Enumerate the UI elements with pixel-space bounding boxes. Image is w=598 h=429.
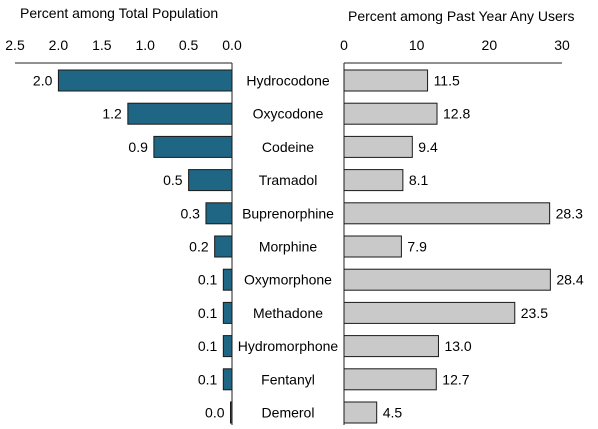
left-tick-label: 1.5 [92,37,112,53]
left-bar [222,301,233,324]
left-value-label: 0.1 [198,305,218,321]
left-value-label: 0.2 [189,239,209,255]
category-label: Oxycodone [253,106,324,122]
right-tick-label: 10 [409,37,425,53]
left-bar [153,135,233,158]
left-bar [127,102,233,125]
right-bar [343,335,439,358]
right-value-label: 11.5 [434,73,460,89]
left-value-label: 0.0 [205,405,225,421]
right-bar [343,135,413,158]
right-value-label: 12.8 [443,106,470,122]
right-bars: 11.5 12.8 9.4 8.1 28.3 7.9 28.4 23.5 13.0 12.7 4.5 [343,69,584,424]
left-bar [57,69,233,92]
category-label: Methadone [253,305,323,321]
left-bar [205,202,233,225]
left-bars: 2.0 1.2 0.9 0.5 0.3 0.2 0.1 0.1 0.1 0.1 0.0 [33,69,233,424]
right-bar [343,268,551,291]
right-tick-label: 20 [482,37,498,53]
category-label: Codeine [262,139,314,155]
left-value-label: 0.1 [198,272,218,288]
left-tick-label: 1.0 [135,37,155,53]
left-x-axis: 2.5 2.0 1.5 1.0 0.5 0.0 [5,37,242,425]
right-x-axis: 0 10 20 30 [340,37,570,425]
category-label: Morphine [259,239,318,255]
right-value-label: 8.1 [409,172,429,188]
left-bar [230,401,233,424]
right-bar [343,368,437,391]
left-tick-label: 2.0 [49,37,69,53]
right-tick-label: 30 [554,37,570,53]
right-value-label: 23.5 [521,305,548,321]
left-value-label: 0.5 [163,172,183,188]
left-bar [222,368,233,391]
left-chart-title: Percent among Total Population [20,5,218,21]
category-label: Tramadol [259,172,318,188]
category-label: Demerol [262,405,315,421]
right-tick-label: 0 [340,37,348,53]
left-bar [214,235,233,258]
right-value-label: 28.4 [556,272,583,288]
category-label: Hydrocodone [246,73,329,89]
category-label: Hydromorphone [238,338,339,354]
left-value-label: 2.0 [33,73,53,89]
left-tick-label: 0.5 [179,37,199,53]
left-tick-label: 0.0 [222,37,242,53]
left-value-label: 1.2 [102,106,122,122]
category-label: Oxymorphone [244,272,332,288]
right-value-label: 7.9 [407,239,427,255]
right-value-label: 4.5 [383,405,403,421]
category-labels: Hydrocodone Oxycodone Codeine Tramadol Bupre… [238,73,339,421]
right-value-label: 12.7 [442,371,469,387]
right-value-label: 9.4 [418,139,438,155]
left-bar [222,335,233,358]
right-bar [343,69,429,92]
right-bar [343,235,402,258]
left-value-label: 0.1 [198,338,218,354]
left-value-label: 0.3 [180,205,200,221]
left-value-label: 0.9 [128,139,148,155]
right-value-label: 28.3 [556,205,583,221]
left-bar [188,169,233,192]
right-chart-title: Percent among Past Year Any Users [348,8,574,24]
right-bar [343,301,516,324]
right-value-label: 13.0 [444,338,471,354]
right-bar [343,401,378,424]
right-bar [343,169,404,192]
left-tick-label: 2.5 [5,37,25,53]
right-bar [343,102,438,125]
category-label: Buprenorphine [242,205,334,221]
left-value-label: 0.1 [198,371,218,387]
category-label: Fentanyl [261,371,315,387]
right-bar [343,202,551,225]
left-bar [222,268,233,291]
